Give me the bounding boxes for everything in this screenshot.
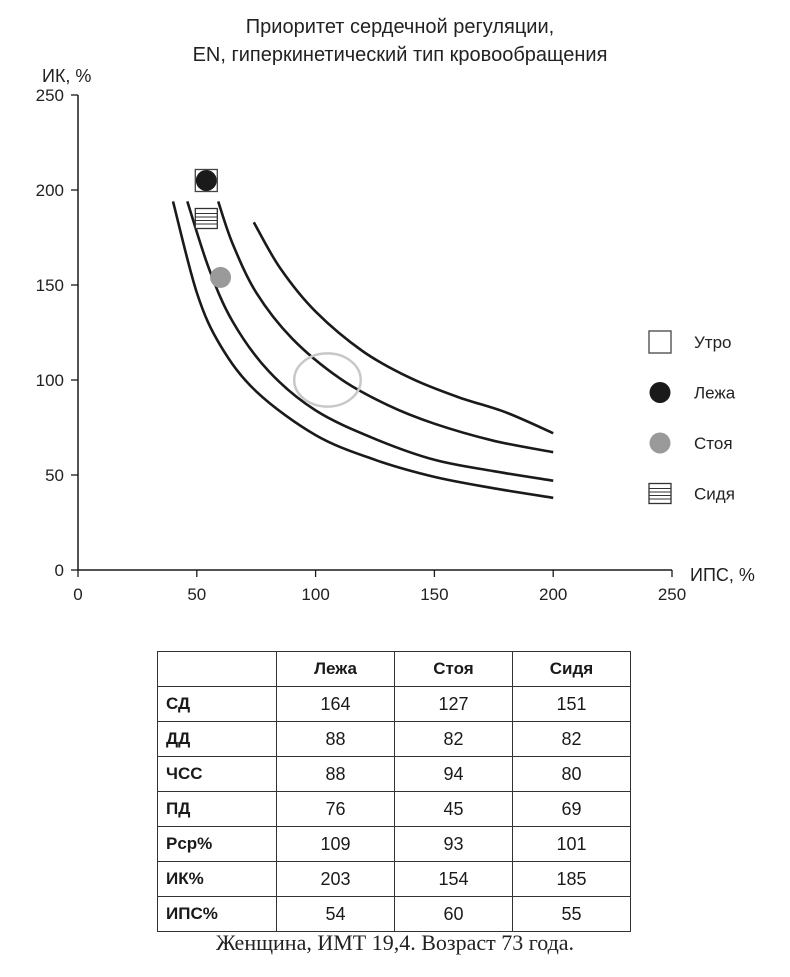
legend-marker	[649, 382, 671, 403]
y-axis-label: ИК, %	[42, 66, 91, 86]
row-label: ИК%	[157, 861, 277, 897]
table-header-corner	[157, 651, 277, 687]
table-cell: 185	[512, 861, 631, 897]
table-row: ИК% 203 154 185	[157, 861, 631, 897]
table-cell: 82	[512, 721, 631, 757]
legend-label: Утро	[694, 333, 732, 352]
y-tick-label: 150	[36, 276, 64, 295]
table-row: ДД 88 82 82	[157, 721, 631, 757]
y-tick-label: 200	[36, 181, 64, 200]
table-cell: 203	[276, 861, 395, 897]
y-tick-label: 0	[55, 561, 64, 580]
table-header-standing: Стоя	[394, 651, 513, 687]
legend: Утро Лежа Стоя Сидя	[648, 330, 736, 505]
x-tick-label: 100	[301, 585, 329, 604]
chart-title-line-2: EN, гиперкинетический тип кровообращения	[193, 44, 608, 66]
table-cell: 88	[276, 721, 395, 757]
table-cell: 101	[512, 826, 631, 862]
x-tick-label: 150	[420, 585, 448, 604]
table-cell: 45	[394, 791, 513, 827]
point-circle-gray	[210, 266, 232, 288]
y-tick-label: 250	[36, 86, 64, 105]
row-label: ДД	[157, 721, 277, 757]
x-tick-label: 50	[187, 585, 206, 604]
norm-zone	[292, 352, 362, 408]
curve-3	[216, 200, 554, 454]
table-cell: 151	[512, 686, 631, 722]
data-table: Лежа Стоя Сидя СД 164 127 151 ДД 88 82 8…	[157, 651, 631, 932]
gray-circle-marker	[649, 432, 671, 454]
table-cell: 60	[394, 896, 513, 932]
table-cell: 69	[512, 791, 631, 827]
legend-label: Сидя	[694, 485, 735, 504]
row-label: СД	[157, 686, 277, 722]
chart-title-line-1: Приоритет сердечной регуляции,	[246, 16, 554, 38]
table-cell: 127	[394, 686, 513, 722]
gray-circle-marker	[210, 266, 232, 288]
table-header-row: Лежа Стоя Сидя	[157, 651, 631, 687]
point-square-striped	[194, 207, 218, 230]
table-cell: 154	[394, 861, 513, 897]
black-circle-marker	[195, 170, 217, 191]
axes: 0 50 100 150 200 250 0 50 100 150 200 250	[36, 86, 687, 604]
y-tick-label: 100	[36, 371, 64, 390]
table-row: ПД 76 45 69	[157, 791, 631, 827]
x-tick-label: 250	[658, 585, 686, 604]
table-cell: 93	[394, 826, 513, 862]
data-points	[194, 168, 232, 288]
table-cell: 109	[276, 826, 395, 862]
table-header-sitting: Сидя	[512, 651, 631, 687]
striped-square-marker	[648, 482, 672, 505]
legend-label: Лежа	[694, 384, 736, 403]
curve-2	[186, 200, 554, 482]
curves	[171, 200, 554, 500]
legend-marker	[649, 432, 671, 454]
row-label: Рср%	[157, 826, 277, 862]
black-circle-marker	[649, 382, 671, 403]
x-tick-label: 200	[539, 585, 567, 604]
legend-marker	[648, 482, 672, 505]
row-label: ИПС%	[157, 896, 277, 932]
table-row: Рср% 109 93 101	[157, 826, 631, 862]
legend-label: Стоя	[694, 434, 733, 453]
table-row: СД 164 127 151	[157, 686, 631, 722]
row-label: ЧСС	[157, 756, 277, 792]
table-row: ЧСС 88 94 80	[157, 756, 631, 792]
table-header-lying: Лежа	[276, 651, 395, 687]
table-cell: 80	[512, 756, 631, 792]
table-row: ИПС% 54 60 55	[157, 896, 631, 932]
striped-square-marker	[194, 207, 218, 230]
legend-marker	[648, 330, 672, 354]
table-cell: 55	[512, 896, 631, 932]
curve-1	[171, 201, 554, 500]
row-label: ПД	[157, 791, 277, 827]
table-cell: 76	[276, 791, 395, 827]
point-circle-black	[195, 170, 217, 191]
table-cell: 82	[394, 721, 513, 757]
table-cell: 88	[276, 756, 395, 792]
norm-ellipse	[292, 352, 362, 408]
x-axis-label: ИПС, %	[690, 565, 755, 585]
table-cell: 94	[394, 756, 513, 792]
caption: Женщина, ИМТ 19,4. Возраст 73 года.	[215, 930, 575, 955]
curve-4	[252, 221, 554, 435]
chart: Приоритет сердечной регуляции, EN, гипер…	[36, 16, 755, 604]
table-cell: 54	[276, 896, 395, 932]
x-tick-label: 0	[73, 585, 82, 604]
square-marker	[648, 330, 672, 354]
table-cell: 164	[276, 686, 395, 722]
y-tick-label: 50	[45, 466, 64, 485]
